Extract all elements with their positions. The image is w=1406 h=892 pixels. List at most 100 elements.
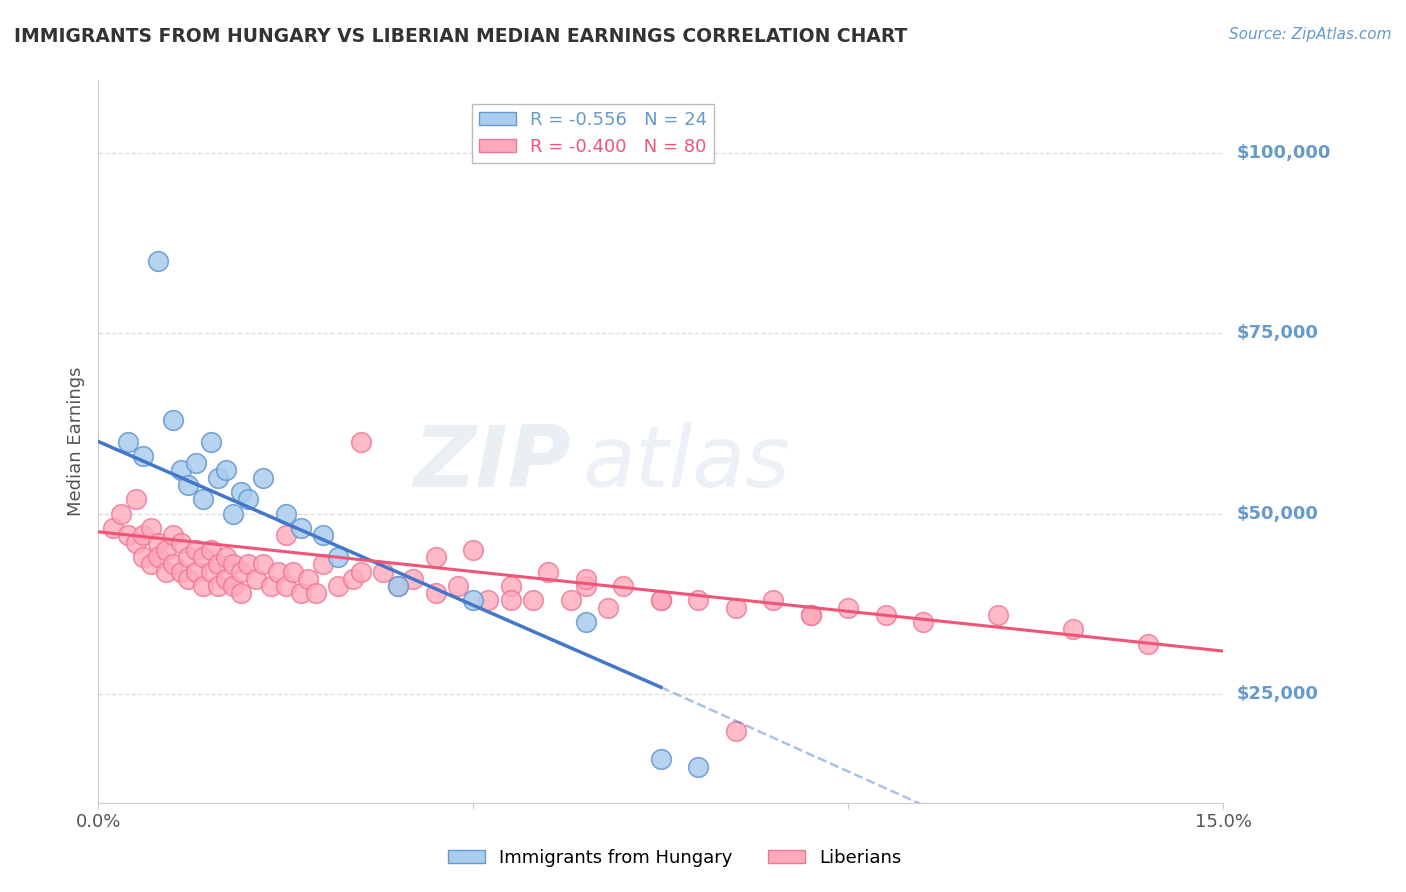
Point xyxy=(229,586,252,600)
Point xyxy=(477,593,499,607)
Point xyxy=(148,550,170,565)
Point xyxy=(170,463,193,477)
Point xyxy=(193,579,215,593)
Point xyxy=(215,572,238,586)
Point xyxy=(177,572,200,586)
Text: ZIP: ZIP xyxy=(413,422,571,505)
Point xyxy=(402,572,425,586)
Point xyxy=(177,550,200,565)
Point xyxy=(207,558,229,572)
Point xyxy=(387,579,409,593)
Point xyxy=(598,600,620,615)
Point xyxy=(222,507,245,521)
Text: $50,000: $50,000 xyxy=(1237,505,1319,523)
Point xyxy=(290,586,312,600)
Point xyxy=(252,558,274,572)
Point xyxy=(170,565,193,579)
Point xyxy=(387,579,409,593)
Y-axis label: Median Earnings: Median Earnings xyxy=(66,367,84,516)
Point xyxy=(193,492,215,507)
Point xyxy=(724,600,747,615)
Point xyxy=(837,600,859,615)
Point xyxy=(650,752,672,766)
Point xyxy=(207,470,229,484)
Point xyxy=(425,586,447,600)
Point xyxy=(425,550,447,565)
Point xyxy=(612,579,634,593)
Point xyxy=(560,593,582,607)
Point xyxy=(132,550,155,565)
Point xyxy=(575,579,598,593)
Point xyxy=(800,607,823,622)
Point xyxy=(148,535,170,549)
Point xyxy=(499,593,522,607)
Point xyxy=(260,579,283,593)
Point xyxy=(207,579,229,593)
Point xyxy=(177,478,200,492)
Point xyxy=(184,565,207,579)
Text: IMMIGRANTS FROM HUNGARY VS LIBERIAN MEDIAN EARNINGS CORRELATION CHART: IMMIGRANTS FROM HUNGARY VS LIBERIAN MEDI… xyxy=(14,27,907,45)
Point xyxy=(688,593,710,607)
Point xyxy=(193,550,215,565)
Point xyxy=(274,528,297,542)
Point xyxy=(132,528,155,542)
Point xyxy=(238,558,260,572)
Point xyxy=(229,485,252,500)
Point xyxy=(724,723,747,738)
Point xyxy=(274,507,297,521)
Point xyxy=(328,550,350,565)
Point xyxy=(222,579,245,593)
Point xyxy=(373,565,395,579)
Point xyxy=(499,579,522,593)
Text: atlas: atlas xyxy=(582,422,790,505)
Point xyxy=(132,449,155,463)
Text: $75,000: $75,000 xyxy=(1237,324,1319,343)
Point xyxy=(200,434,222,449)
Point xyxy=(222,558,245,572)
Point xyxy=(575,572,598,586)
Point xyxy=(350,565,373,579)
Text: $25,000: $25,000 xyxy=(1237,685,1319,704)
Point xyxy=(1062,623,1084,637)
Point xyxy=(267,565,290,579)
Point xyxy=(328,579,350,593)
Point xyxy=(215,463,238,477)
Text: Source: ZipAtlas.com: Source: ZipAtlas.com xyxy=(1229,27,1392,42)
Point xyxy=(110,507,132,521)
Point xyxy=(350,434,373,449)
Point xyxy=(1137,637,1160,651)
Point xyxy=(875,607,897,622)
Point xyxy=(463,593,485,607)
Point xyxy=(245,572,267,586)
Point xyxy=(200,542,222,557)
Point xyxy=(290,521,312,535)
Point xyxy=(215,550,238,565)
Point xyxy=(229,565,252,579)
Point xyxy=(139,558,162,572)
Text: $100,000: $100,000 xyxy=(1237,144,1331,161)
Point xyxy=(162,558,184,572)
Point xyxy=(274,579,297,593)
Point xyxy=(252,470,274,484)
Point xyxy=(155,565,177,579)
Point xyxy=(170,535,193,549)
Point xyxy=(305,586,328,600)
Point xyxy=(139,521,162,535)
Point xyxy=(312,528,335,542)
Point xyxy=(200,565,222,579)
Point xyxy=(184,542,207,557)
Point xyxy=(125,535,148,549)
Point xyxy=(522,593,544,607)
Point xyxy=(463,542,485,557)
Point xyxy=(117,434,139,449)
Point xyxy=(297,572,319,586)
Legend: R = -0.556   N = 24, R = -0.400   N = 80: R = -0.556 N = 24, R = -0.400 N = 80 xyxy=(472,103,714,163)
Point xyxy=(650,593,672,607)
Legend: Immigrants from Hungary, Liberians: Immigrants from Hungary, Liberians xyxy=(441,842,908,874)
Point xyxy=(312,558,335,572)
Point xyxy=(987,607,1010,622)
Point xyxy=(162,413,184,427)
Point xyxy=(148,253,170,268)
Point xyxy=(650,593,672,607)
Point xyxy=(117,528,139,542)
